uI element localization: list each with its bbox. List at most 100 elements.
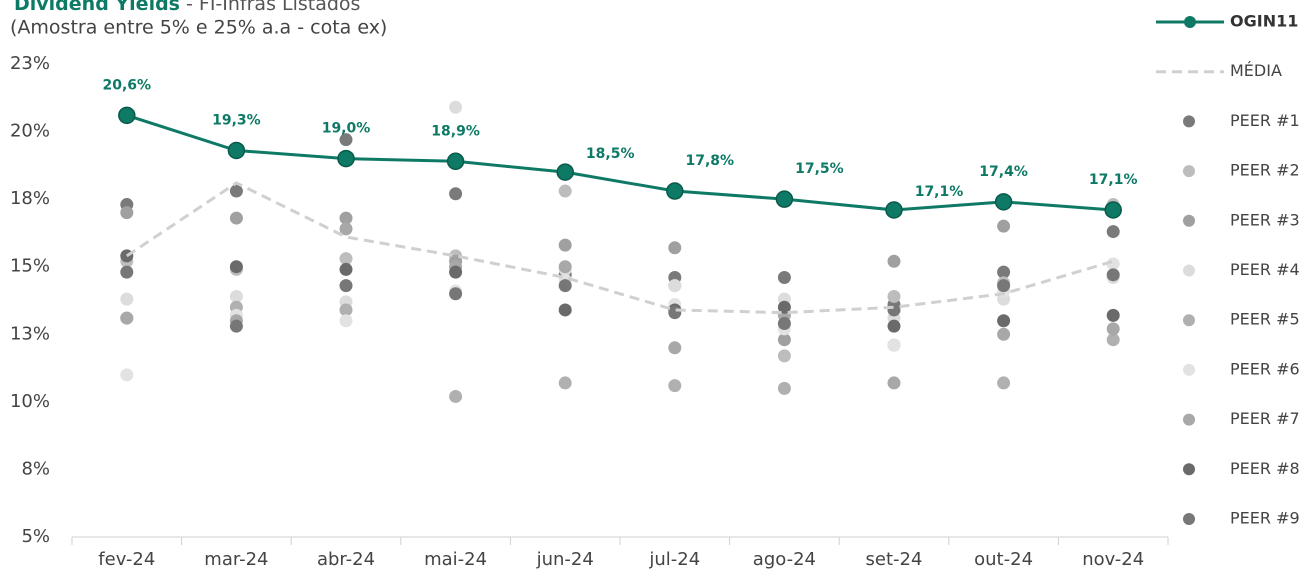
peer-point: [997, 279, 1011, 293]
legend-label: PEER #2: [1230, 161, 1300, 180]
chart-title: Dividend Yields - FI-Infras Listados: [14, 0, 360, 15]
legend-marker: [1183, 513, 1195, 525]
peer-point: [668, 379, 682, 393]
series-point: [227, 141, 246, 160]
series-point: [994, 193, 1013, 211]
peer-point: [997, 219, 1011, 233]
legend-marker: [1183, 363, 1195, 376]
peer-point: [339, 133, 353, 147]
legend-marker: [1183, 413, 1195, 426]
peer-point: [887, 376, 901, 390]
legend-label: OGIN11: [1230, 12, 1298, 31]
series-point: [775, 190, 794, 208]
series-point: [337, 149, 355, 168]
data-label: 17,1%: [915, 184, 964, 200]
peer-point: [777, 349, 791, 363]
peer-point: [120, 368, 134, 382]
legend-label: PEER #5: [1230, 310, 1300, 329]
x-tick-label: ago-24: [753, 549, 816, 570]
peer-point: [558, 238, 572, 252]
legend-marker: [1183, 115, 1195, 128]
data-label: 17,8%: [686, 153, 735, 169]
peer-point: [558, 376, 572, 390]
peer-point: [997, 327, 1011, 341]
peer-point: [997, 376, 1011, 390]
legend-label: PEER #6: [1230, 359, 1300, 378]
x-tick-label: jul-24: [648, 549, 700, 570]
peer-point: [449, 287, 463, 301]
x-tick-label: abr-24: [317, 549, 375, 570]
peer-point: [558, 279, 572, 293]
legend-marker: [1183, 463, 1195, 476]
peer-point: [120, 206, 134, 220]
x-tick-label: nov-24: [1082, 549, 1144, 570]
y-tick-label: 5%: [21, 526, 50, 547]
y-tick-label: 10%: [10, 391, 50, 412]
data-label: 17,1%: [1089, 172, 1138, 188]
peer-point: [1106, 225, 1120, 239]
peer-point: [229, 184, 243, 198]
series-point: [556, 163, 574, 181]
peer-point: [558, 260, 572, 274]
average-line: [125, 181, 1114, 315]
peer-point: [339, 262, 353, 276]
peer-point: [777, 381, 791, 395]
legend-label: PEER #4: [1230, 260, 1300, 279]
peer-point: [339, 211, 353, 225]
peer-point: [997, 265, 1011, 279]
peer-point: [777, 316, 791, 330]
x-tick-label: jun-24: [536, 549, 594, 570]
peer-point: [1106, 308, 1120, 322]
series-point: [885, 201, 903, 219]
peer-point: [668, 279, 682, 293]
peer-point: [449, 265, 463, 279]
legend-marker: [1183, 165, 1195, 178]
peer-point: [120, 292, 134, 306]
series-point: [118, 106, 136, 125]
peer-point: [558, 184, 572, 198]
peer-point: [887, 303, 901, 317]
legend-marker: [1184, 16, 1196, 28]
x-tick-label: out-24: [974, 549, 1033, 570]
peer-point: [1106, 322, 1120, 336]
data-label: 18,5%: [586, 146, 635, 162]
x-tick-label: fev-24: [98, 549, 155, 570]
data-label: 19,3%: [212, 112, 261, 128]
peer-point: [339, 303, 353, 317]
peer-point: [997, 314, 1011, 328]
peer-point: [339, 252, 353, 266]
peer-point: [229, 319, 243, 333]
peer-point: [339, 314, 353, 328]
series-point: [446, 152, 465, 171]
legend-label: PEER #3: [1230, 210, 1300, 229]
title-suffix: - FI-Infras Listados: [186, 0, 360, 15]
y-tick-label: 15%: [10, 256, 50, 277]
peer-point: [229, 260, 243, 274]
y-tick-label: 23%: [10, 53, 50, 74]
peer-point: [339, 222, 353, 236]
peer-point: [449, 100, 463, 114]
peer-point: [229, 211, 243, 225]
data-label: 17,5%: [795, 161, 844, 177]
data-label: 18,9%: [431, 123, 480, 139]
x-tick-label: mar-24: [204, 549, 268, 570]
peer-point: [777, 333, 791, 347]
peer-point: [887, 289, 901, 303]
legend-label: PEER #8: [1230, 459, 1300, 478]
y-tick-label: 13%: [10, 323, 50, 344]
legend-marker: [1183, 264, 1195, 277]
peer-point: [668, 341, 682, 355]
peer-point: [1106, 333, 1120, 347]
legend-label: PEER #1: [1230, 111, 1300, 130]
title-main: Dividend Yields: [14, 0, 180, 15]
y-tick-label: 8%: [21, 458, 50, 479]
peer-point: [120, 311, 134, 325]
series-point: [666, 182, 684, 200]
y-tick-label: 18%: [10, 188, 50, 209]
peer-point: [887, 254, 901, 268]
peer-point: [777, 300, 791, 314]
series-line: [126, 113, 1114, 212]
x-tick-label: set-24: [866, 549, 923, 570]
peer-point: [229, 289, 243, 303]
